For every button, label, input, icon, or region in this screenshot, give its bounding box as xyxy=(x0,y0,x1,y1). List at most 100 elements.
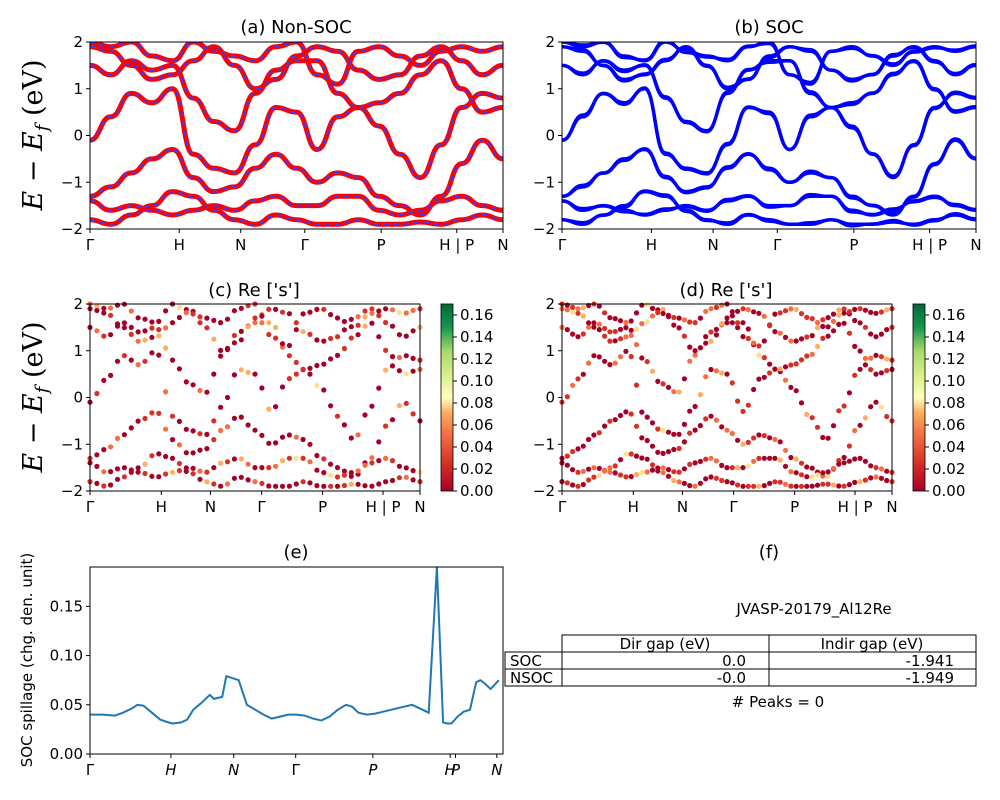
projected-point xyxy=(617,326,624,332)
projected-point xyxy=(798,357,805,363)
projected-point xyxy=(612,417,618,423)
projected-point xyxy=(259,480,265,486)
projected-point xyxy=(169,455,176,461)
projected-point xyxy=(729,465,735,471)
projected-point xyxy=(218,320,224,326)
projected-point xyxy=(649,305,656,311)
projected-point xyxy=(348,470,354,476)
projected-point xyxy=(628,354,634,360)
projected-point xyxy=(142,358,148,364)
projected-point xyxy=(121,353,127,359)
projected-point xyxy=(163,426,169,432)
x-tick-label: N xyxy=(414,498,425,516)
projected-point xyxy=(580,331,586,337)
projected-point xyxy=(804,411,810,417)
projected-point xyxy=(321,470,327,476)
projected-point xyxy=(369,310,375,316)
projected-point xyxy=(135,418,141,424)
projected-point xyxy=(108,444,114,450)
projected-point xyxy=(745,463,751,469)
projected-point xyxy=(564,453,570,459)
projected-point xyxy=(697,480,704,486)
projected-point xyxy=(612,338,618,344)
projected-point xyxy=(671,477,677,484)
projected-point xyxy=(633,453,640,459)
projected-point xyxy=(334,334,341,340)
projected-point xyxy=(617,336,624,342)
projected-point xyxy=(135,338,141,344)
projected-point xyxy=(94,452,100,458)
projected-point xyxy=(564,480,570,486)
projected-point xyxy=(273,463,279,469)
projected-point xyxy=(197,468,203,474)
projected-point xyxy=(570,448,576,455)
projected-point xyxy=(633,310,640,316)
projected-point xyxy=(190,428,196,434)
projected-point xyxy=(878,331,885,337)
projected-point xyxy=(644,437,650,444)
projected-point xyxy=(334,315,341,321)
band-line-nonsoc xyxy=(90,86,503,181)
projected-point xyxy=(376,385,382,391)
projected-point xyxy=(761,355,767,361)
y-tick-label: −2 xyxy=(61,220,83,238)
projected-point xyxy=(825,473,831,479)
projected-point xyxy=(580,305,586,311)
projected-point xyxy=(724,371,730,377)
projected-point xyxy=(681,333,688,339)
projected-point xyxy=(314,452,320,459)
projected-point xyxy=(101,305,107,311)
projected-point xyxy=(300,455,306,461)
projected-point xyxy=(224,481,231,487)
projected-point xyxy=(665,429,672,435)
projected-point xyxy=(814,482,821,488)
projected-point xyxy=(564,394,570,400)
projected-point xyxy=(756,310,762,316)
projected-point xyxy=(846,458,853,464)
projected-point xyxy=(655,449,661,455)
projected-point xyxy=(628,318,634,324)
projected-point xyxy=(735,398,741,404)
band-line-soc-split xyxy=(562,59,976,134)
projected-point xyxy=(355,314,361,320)
projected-point xyxy=(703,340,709,346)
projected-point xyxy=(830,328,837,334)
projected-point xyxy=(403,474,409,480)
projected-point xyxy=(293,434,299,440)
projected-point xyxy=(101,333,107,339)
projected-point xyxy=(804,483,810,489)
projected-point xyxy=(273,440,279,446)
projected-point xyxy=(108,312,114,318)
projected-point xyxy=(814,424,821,430)
panel-e-spillage-plot: 0.150.100.050.00Γ H N Γ P HP N xyxy=(50,566,504,779)
projected-point xyxy=(300,329,306,335)
x-tick-label: H xyxy=(156,498,167,516)
projected-point xyxy=(639,435,645,441)
projected-point xyxy=(355,481,361,487)
projected-point xyxy=(798,483,805,489)
projected-point xyxy=(852,317,858,324)
projected-point xyxy=(804,353,810,359)
projected-point xyxy=(575,306,581,312)
projected-point xyxy=(814,325,821,331)
projected-point xyxy=(183,310,189,316)
projected-point xyxy=(735,320,741,326)
projected-point xyxy=(149,334,155,340)
projected-point xyxy=(410,477,416,483)
projected-point xyxy=(862,324,869,330)
projected-point xyxy=(293,359,299,365)
projected-point xyxy=(745,439,751,445)
projected-point xyxy=(142,337,148,343)
y-tick-label: 0.10 xyxy=(50,647,83,665)
projected-point xyxy=(149,325,155,331)
x-tick-label: N xyxy=(886,498,897,516)
projected-point xyxy=(570,309,576,315)
band-line-soc-split xyxy=(562,45,976,89)
projected-point xyxy=(362,308,368,314)
y-tick-label: 1 xyxy=(545,342,555,360)
projected-point xyxy=(729,309,735,315)
projected-point xyxy=(628,451,634,457)
projected-point xyxy=(703,308,709,314)
projected-point xyxy=(197,314,203,320)
